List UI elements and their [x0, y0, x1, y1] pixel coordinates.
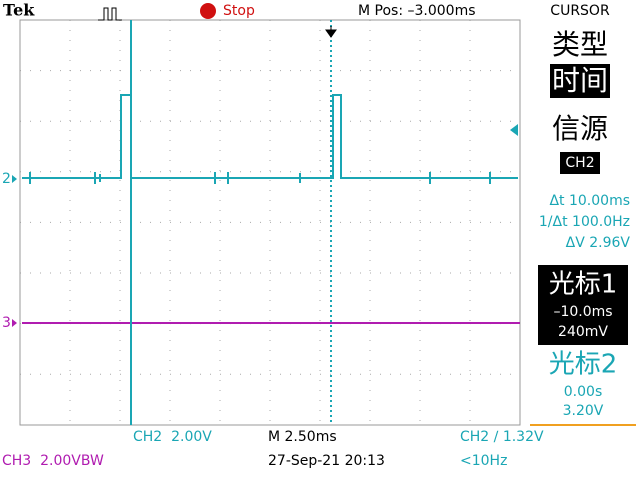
source-label: 信源 — [552, 112, 608, 145]
frequency: <10Hz — [460, 453, 507, 469]
stop-icon — [200, 3, 216, 19]
cursor1-label: 光标1 — [549, 270, 618, 300]
brand: Tek — [3, 1, 35, 20]
cursor2-time: 0.00s — [564, 384, 602, 400]
acq-icon — [98, 7, 122, 21]
datetime: 27-Sep-21 20:13 — [268, 453, 385, 469]
trigger-position — [325, 26, 337, 38]
ch3-scale: CH3 2.00VBW — [2, 453, 104, 469]
ch2-marker: 2 — [2, 171, 11, 187]
timebase: M 2.50ms — [268, 429, 337, 445]
ch2-arrow — [12, 175, 17, 183]
source-value-box — [560, 152, 600, 174]
menu-title: CURSOR — [550, 3, 610, 19]
type-label: 类型 — [552, 28, 608, 61]
delta-t: Δt 10.00ms — [549, 193, 630, 209]
ch2-scale: CH2 2.00V — [133, 429, 212, 445]
delta-v: ΔV 2.96V — [566, 235, 631, 251]
ch2-noise — [29, 172, 491, 184]
ch3-arrow — [12, 319, 17, 327]
position: M Pos: –3.000ms — [358, 3, 476, 19]
cursor2-voltage: 3.20V — [563, 403, 604, 419]
type-value-box — [550, 64, 610, 98]
cursor1-voltage: 240mV — [558, 324, 608, 340]
graticule-border — [19, 19, 521, 426]
source-value: CH2 — [565, 155, 594, 171]
type-value: 时间 — [552, 64, 608, 97]
trigger: CH2 ∕ 1.32V — [460, 429, 544, 445]
ch3-marker: 3 — [2, 315, 11, 331]
ch2-trace — [22, 94, 518, 179]
cursor1-time: –10.0ms — [553, 304, 612, 320]
cursor1-box[interactable] — [538, 265, 628, 345]
run-state: Stop — [223, 3, 255, 19]
trigger-level — [510, 124, 518, 136]
inverse-delta-t: 1/Δt 100.0Hz — [539, 214, 630, 230]
cursor2-label[interactable]: 光标2 — [549, 350, 618, 380]
